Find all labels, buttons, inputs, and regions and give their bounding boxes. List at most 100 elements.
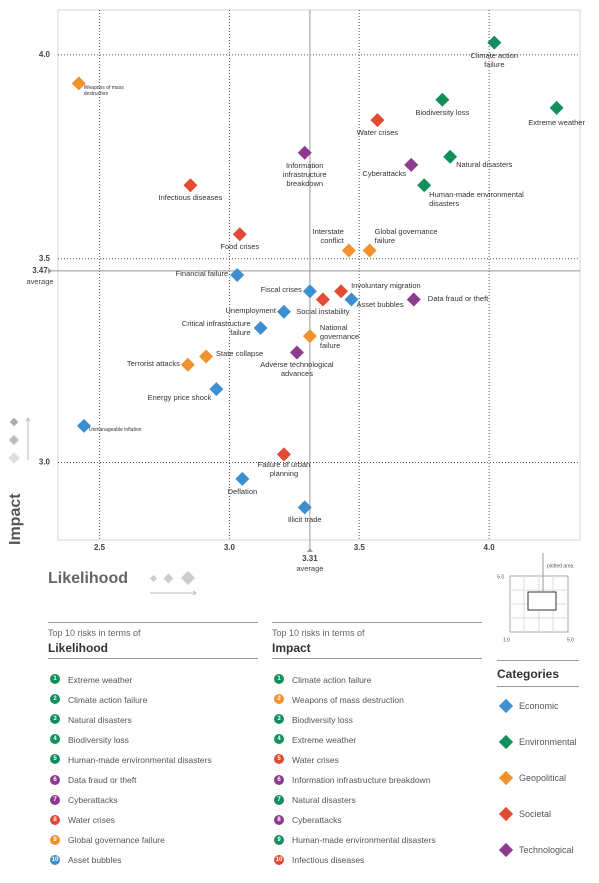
point-label: Extreme weather — [528, 117, 585, 127]
point-label: Natural disasters — [456, 159, 513, 169]
point — [230, 268, 245, 282]
list-item: Extreme weather — [68, 674, 133, 685]
inset — [509, 553, 569, 633]
y-axis-title: Impact — [7, 493, 24, 545]
list-item: Data fraud or theft — [68, 775, 137, 785]
x-tick-label: 4.0 — [484, 543, 496, 552]
point-label: Failure of urban planning — [257, 460, 311, 479]
point — [276, 447, 291, 462]
list-item: Biodiversity loss — [68, 734, 129, 745]
point-label: Human-made environmental disasters — [429, 190, 524, 209]
rank-badge: 8 — [50, 814, 60, 825]
list-heading: Top 10 risks in terms of — [272, 628, 365, 638]
point-label: Unmanageable inflation — [88, 426, 142, 433]
point — [253, 321, 268, 335]
point — [232, 227, 247, 242]
legend-rule — [497, 686, 579, 687]
point-label: State collapse — [216, 348, 264, 358]
average-caption: average — [26, 277, 53, 286]
point-label: Asset bubbles — [356, 300, 404, 310]
x-tick-label: 3.5 — [354, 543, 366, 552]
legend-label: Economic — [519, 701, 559, 711]
list-item: Climate action failure — [292, 674, 372, 685]
rank-badge: 2 — [50, 694, 60, 705]
point — [549, 100, 564, 115]
point — [341, 243, 356, 258]
list-rule — [272, 622, 482, 623]
list-item: Weapons of mass destruction — [292, 694, 404, 705]
point-label: Global governance failure — [374, 226, 438, 245]
rank-badge: 3 — [50, 714, 60, 725]
point — [370, 113, 385, 128]
list-item: Human-made environmental disasters — [68, 754, 212, 765]
rank-badge: 5 — [274, 754, 284, 765]
point-label: Adverse technological advances — [260, 360, 334, 379]
rank-badge: 9 — [274, 834, 284, 845]
rank-badge: 3 — [274, 714, 284, 725]
list-rule — [48, 622, 258, 623]
point — [344, 292, 359, 307]
point — [302, 329, 317, 344]
rank-badge: 4 — [50, 734, 60, 745]
list-title: Impact — [272, 641, 311, 655]
point-label: Critical infrastructure failure — [181, 319, 251, 337]
list-item: Asset bubbles — [68, 855, 122, 866]
point — [199, 349, 214, 364]
point — [297, 145, 312, 160]
legend-swatch — [498, 734, 514, 750]
point — [297, 500, 312, 515]
list-item: Human-made environmental disasters — [292, 835, 436, 846]
y-tick-label: 4.0 — [39, 50, 51, 59]
point — [315, 292, 330, 307]
y-tick-label: 3.0 — [39, 458, 51, 467]
legend-label: Societal — [519, 809, 552, 819]
legend-swatch — [498, 806, 514, 822]
point — [417, 178, 432, 193]
rank-badge: 8 — [274, 814, 284, 825]
list-item: Water crises — [292, 754, 339, 765]
rank-badge: 7 — [274, 794, 284, 805]
point-label: Water crises — [356, 128, 399, 138]
list-item: Global governance failure — [68, 835, 165, 846]
legend-title: Categories — [497, 667, 560, 681]
point-label: Food crises — [220, 242, 260, 252]
point — [404, 157, 419, 172]
point — [76, 418, 91, 433]
list-rule — [272, 658, 482, 659]
point — [487, 35, 502, 50]
point — [180, 357, 195, 372]
list-item: Cyberattacks — [68, 795, 118, 806]
list-rule — [48, 658, 258, 659]
list-heading: Top 10 risks in terms of — [48, 628, 141, 638]
point-label: Deflation — [227, 486, 258, 496]
point — [334, 284, 349, 299]
point — [443, 149, 458, 164]
list-item: Natural disasters — [292, 795, 356, 806]
rank-badge: 6 — [274, 774, 284, 785]
key-arrows — [25, 417, 197, 596]
rank-badge: 5 — [50, 754, 60, 765]
list-item: Climate action failure — [68, 694, 148, 705]
point-label: Interstate conflict — [312, 226, 344, 245]
list-item: Information infrastructure breakdown — [292, 775, 431, 785]
point-label: Weapons of mass destruction — [83, 85, 124, 98]
point — [235, 471, 250, 486]
average-label: 3.47 — [32, 266, 48, 275]
x-tick-label: 3.0 — [224, 543, 236, 552]
point-label: Data fraud or theft — [427, 294, 489, 304]
rank-badge: 4 — [274, 734, 284, 745]
point — [276, 304, 291, 319]
point — [435, 92, 450, 107]
point-label: National governance failure — [319, 323, 360, 351]
point — [209, 382, 224, 397]
point-label: Fiscal crises — [260, 285, 302, 295]
inset-label: 5.0 — [567, 637, 574, 643]
legend-swatch — [498, 698, 514, 714]
legend-swatch — [498, 842, 514, 858]
inset-label: plotted area — [547, 563, 574, 569]
point-label: Illicit trade — [287, 515, 322, 525]
y-tick-label: 3.5 — [39, 254, 51, 263]
point — [289, 345, 304, 360]
average-marker — [48, 267, 52, 274]
rank-badge: 6 — [50, 774, 60, 785]
